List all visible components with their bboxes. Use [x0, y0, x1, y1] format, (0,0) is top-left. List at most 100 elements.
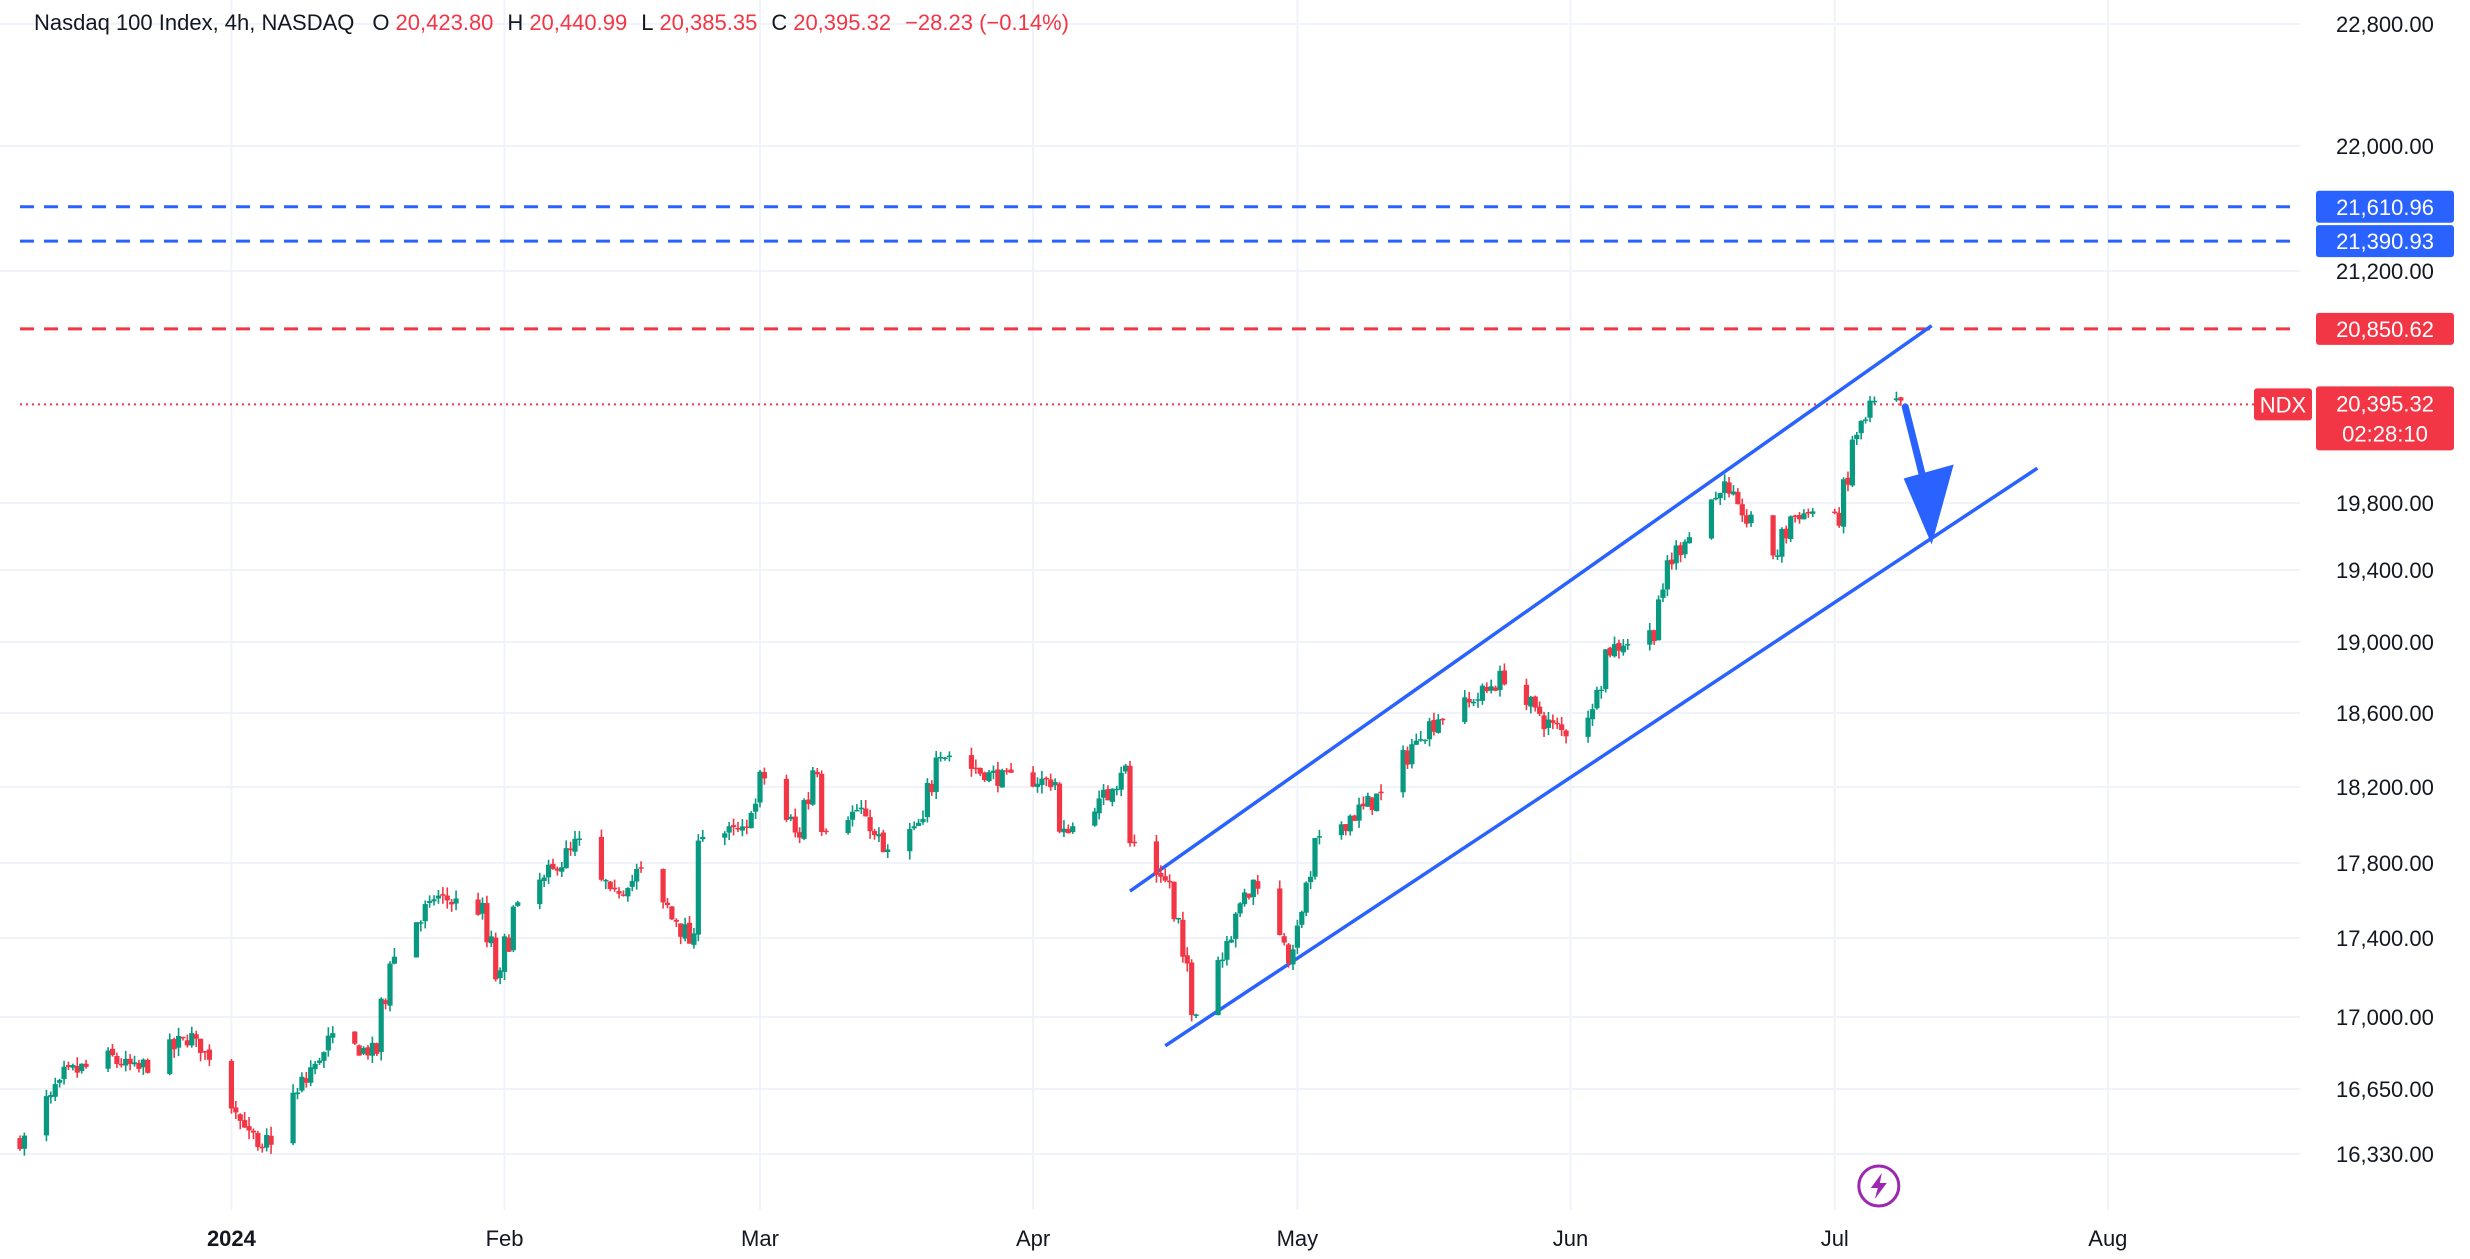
candle-body — [537, 879, 543, 905]
candle-body — [797, 832, 803, 838]
candle-body — [1541, 715, 1547, 730]
channel-upper-line[interactable] — [1128, 324, 1933, 893]
candle-body — [1277, 888, 1283, 935]
candle-body — [1462, 697, 1468, 722]
candle-body — [136, 1062, 142, 1069]
candle-body — [123, 1058, 129, 1066]
level-price-label: 20,850.62 — [2336, 317, 2434, 342]
candle-body — [885, 849, 891, 853]
candle-body — [929, 783, 935, 793]
candle-body — [440, 894, 446, 896]
candle-body — [316, 1060, 323, 1063]
candle-body — [1158, 873, 1164, 877]
candle-body — [1070, 826, 1076, 833]
x-tick-label: Mar — [741, 1226, 779, 1251]
candle-body — [801, 800, 807, 839]
candle-body — [1048, 779, 1054, 788]
candle-body — [1898, 397, 1904, 401]
candle-body — [1193, 1014, 1199, 1016]
candle-body — [1413, 740, 1419, 745]
candle-body — [1100, 789, 1107, 798]
candle-body — [669, 906, 675, 920]
candle-body — [1307, 876, 1314, 883]
candle-body — [493, 937, 499, 980]
x-tick-label: Feb — [486, 1226, 524, 1251]
candle-body — [1224, 941, 1230, 960]
candle-body — [352, 1031, 358, 1044]
candle-body — [1858, 420, 1864, 434]
y-tick-label: 17,400.00 — [2336, 926, 2434, 951]
candle-body — [140, 1059, 146, 1068]
candle-body — [325, 1035, 331, 1051]
symbol-legend: Nasdaq 100 Index, 4h, NASDAQ O 20,423.80 … — [34, 10, 1077, 36]
candle-body — [197, 1038, 204, 1053]
candle-body — [1237, 903, 1243, 914]
candle-body — [427, 900, 433, 903]
candle-body — [805, 799, 812, 805]
candle-body — [1241, 892, 1248, 905]
candle-body — [387, 963, 393, 1006]
candle-body — [607, 881, 613, 890]
candle-body — [814, 771, 820, 775]
candle-body — [374, 1043, 380, 1054]
candle-body — [572, 838, 578, 852]
candle-body — [1849, 439, 1855, 486]
candle-body — [1365, 795, 1371, 807]
candle-body — [863, 808, 869, 817]
candle-body — [942, 757, 948, 759]
candle-body — [1523, 684, 1530, 705]
candle-body — [1792, 515, 1798, 517]
candle-body — [413, 922, 420, 958]
candle-body — [435, 895, 442, 899]
low-value: 20,385.35 — [659, 10, 758, 35]
candle-body — [57, 1079, 63, 1083]
down-arrow-head[interactable] — [1903, 464, 1954, 545]
candle-body — [1219, 959, 1226, 962]
candle-body — [391, 956, 398, 964]
y-tick-label: 17,800.00 — [2336, 851, 2434, 876]
candle-body — [1316, 836, 1323, 838]
candle-body — [449, 901, 455, 905]
candle-body — [1867, 400, 1873, 418]
candle-body — [131, 1062, 138, 1065]
candle-body — [576, 838, 583, 840]
level-price-label: 21,390.93 — [2336, 229, 2434, 254]
candle-body — [479, 902, 486, 914]
candle-body — [629, 881, 635, 887]
candle-body — [1343, 824, 1349, 831]
open-value: 20,423.80 — [395, 10, 494, 35]
candle-body — [559, 867, 565, 872]
candle-body — [1180, 919, 1186, 957]
candle-body — [858, 807, 864, 810]
candle-body — [510, 906, 516, 951]
candle-body — [1435, 719, 1441, 733]
candle-body — [242, 1120, 248, 1128]
x-tick-label: May — [1277, 1226, 1319, 1251]
candle-body — [17, 1138, 23, 1149]
candle-body — [1801, 513, 1807, 520]
candle-body — [114, 1055, 120, 1065]
candle-body — [757, 771, 763, 803]
lightning-glyph — [1870, 1173, 1887, 1199]
candle-body — [48, 1094, 54, 1098]
channel-lower-line[interactable] — [1164, 466, 2039, 1048]
candle-body — [1030, 772, 1036, 787]
candle-body — [1356, 804, 1362, 821]
candle-body — [1528, 696, 1534, 707]
candle-body — [999, 770, 1005, 788]
y-tick-label: 18,200.00 — [2336, 775, 2434, 800]
candle-body — [171, 1038, 177, 1050]
candle-body — [1563, 730, 1569, 737]
last-price-label: 20,395.32 — [2336, 391, 2434, 416]
candle-body — [1594, 689, 1600, 709]
candle-body — [299, 1076, 305, 1091]
candle-body — [1352, 815, 1358, 821]
y-tick-label: 21,200.00 — [2336, 259, 2434, 284]
x-tick-label: Jul — [1821, 1226, 1849, 1251]
candle-body — [1233, 913, 1239, 939]
candle-body — [550, 863, 556, 869]
candle-body — [105, 1050, 111, 1069]
